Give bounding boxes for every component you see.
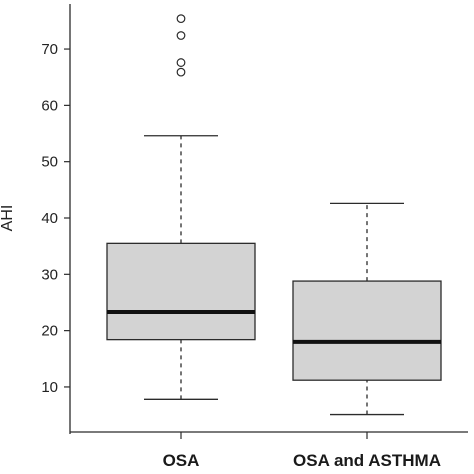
x-axis: OSA OSA and ASTHMA bbox=[163, 432, 441, 470]
box-2 bbox=[292, 202, 442, 416]
iqr-box bbox=[106, 242, 256, 341]
plot-frame bbox=[69, 4, 468, 434]
y-tick-label: 10 bbox=[41, 379, 58, 396]
y-tick-label: 50 bbox=[41, 154, 58, 171]
y-tick-label: 30 bbox=[41, 266, 58, 283]
y-axis-title: AHI bbox=[0, 205, 16, 232]
x-tick-label: OSA and ASTHMA bbox=[293, 451, 441, 470]
outlier-point bbox=[176, 58, 186, 67]
outlier-point bbox=[176, 14, 186, 24]
box-1 bbox=[106, 14, 256, 400]
x-tick-label: OSA bbox=[163, 451, 200, 470]
y-tick-label: 40 bbox=[41, 210, 58, 227]
iqr-box bbox=[292, 280, 442, 381]
y-tick-label: 20 bbox=[41, 323, 58, 340]
y-axis: 10 20 30 40 50 60 70 bbox=[41, 41, 70, 396]
boxes bbox=[106, 14, 442, 416]
outlier-point bbox=[176, 31, 186, 40]
y-tick-label: 70 bbox=[41, 41, 58, 58]
outlier-point bbox=[176, 67, 186, 77]
y-tick-label: 60 bbox=[41, 97, 58, 114]
